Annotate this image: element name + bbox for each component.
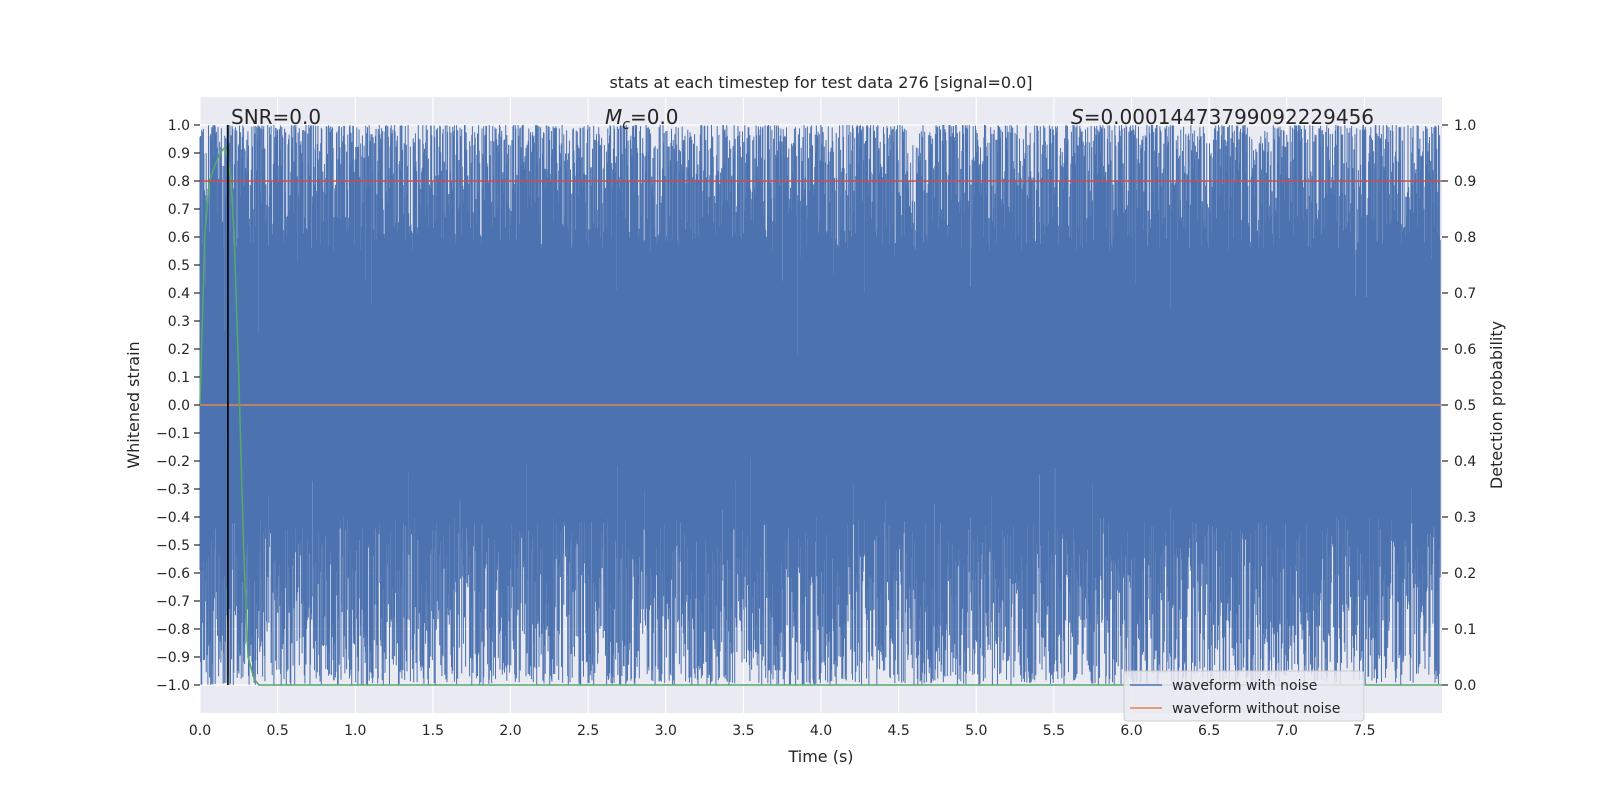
chart-title: stats at each timestep for test data 276… — [609, 73, 1032, 92]
y-right-tick-label: 0.9 — [1454, 174, 1476, 190]
y-right-tick-label: 0.7 — [1454, 286, 1476, 302]
x-tick-label: 2.0 — [499, 723, 521, 739]
snr-annotation: SNR=0.0 — [231, 105, 321, 129]
x-tick-label: 2.5 — [577, 723, 599, 739]
s-annotation: S=0.00014473799092229456 — [1071, 105, 1374, 129]
y-tick-label: −0.9 — [156, 650, 190, 666]
y-tick-label: 1.0 — [168, 118, 190, 134]
x-tick-label: 6.0 — [1120, 723, 1142, 739]
y-right-tick-label: 0.3 — [1454, 510, 1476, 526]
x-tick-label: 1.5 — [422, 723, 444, 739]
legend: waveform with noise waveform without noi… — [1123, 670, 1365, 722]
y-right-tick-label: 0.5 — [1454, 398, 1476, 414]
y-tick-label: 0.7 — [168, 202, 190, 218]
x-tick-label: 7.0 — [1276, 723, 1298, 739]
x-tick-label: 0.5 — [266, 723, 288, 739]
legend-label-noise: waveform with noise — [1172, 678, 1317, 694]
mc-annotation: Mc=0.0 — [605, 105, 679, 133]
y-tick-label: −1.0 — [156, 678, 190, 694]
y-tick-label: −0.1 — [156, 426, 190, 442]
x-tick-label: 5.5 — [1043, 723, 1065, 739]
x-tick-label: 0.0 — [189, 723, 211, 739]
y-tick-label: 0.4 — [168, 286, 190, 302]
series-waveform-with-noise — [199, 125, 1441, 685]
y-tick-label: 0.5 — [168, 258, 190, 274]
x-tick-label: 4.0 — [810, 723, 832, 739]
legend-label-clean: waveform without noise — [1172, 701, 1340, 717]
y-tick-label: −0.6 — [156, 566, 190, 582]
x-axis-ticks: 0.0 0.5 1.0 1.5 2.0 2.5 3.0 3.5 4.0 4.5 5.0 5.5 6.0 6… — [189, 723, 1376, 739]
y-tick-label: 0.9 — [168, 146, 190, 162]
y-tick-label: 0.6 — [168, 230, 190, 246]
y-tick-label: 0.3 — [168, 314, 190, 330]
y-right-tick-label: 0.8 — [1454, 230, 1476, 246]
x-tick-label: 4.5 — [887, 723, 909, 739]
y-axis-label: Whitened strain — [124, 341, 143, 468]
x-tick-label: 6.5 — [1198, 723, 1220, 739]
y-tick-label: −0.8 — [156, 622, 190, 638]
y-tick-label: −0.7 — [156, 594, 190, 610]
y-tick-label: 0.8 — [168, 174, 190, 190]
noisy-waveform — [199, 125, 1441, 685]
series-lines — [199, 125, 1442, 686]
y-tick-label: 0.0 — [168, 398, 190, 414]
x-tick-label: 7.5 — [1353, 723, 1375, 739]
x-tick-label: 3.0 — [655, 723, 677, 739]
y-right-axis-label: Detection probability — [1487, 321, 1506, 489]
y-right-axis-ticks: 1.0 0.9 0.8 0.7 0.6 0.5 0.4 0.3 0.2 0.1 0.0 — [1442, 118, 1476, 694]
y-right-tick-label: 0.0 — [1454, 678, 1476, 694]
x-tick-label: 5.0 — [965, 723, 987, 739]
y-axis-ticks: 1.0 0.9 0.8 0.7 0.6 0.5 0.4 0.3 0.2 0.1 0.0 −0.1 −0.… — [156, 118, 200, 694]
y-tick-label: −0.3 — [156, 482, 190, 498]
y-tick-label: −0.4 — [156, 510, 190, 526]
y-tick-label: −0.5 — [156, 538, 190, 554]
x-tick-label: 3.5 — [732, 723, 754, 739]
y-right-tick-label: 0.6 — [1454, 342, 1476, 358]
x-axis-label: Time (s) — [787, 747, 853, 766]
y-right-tick-label: 0.2 — [1454, 566, 1476, 582]
y-tick-label: −0.2 — [156, 454, 190, 470]
y-right-tick-label: 0.4 — [1454, 454, 1476, 470]
x-tick-label: 1.0 — [344, 723, 366, 739]
y-tick-label: 0.1 — [168, 370, 190, 386]
y-right-tick-label: 0.1 — [1454, 622, 1476, 638]
legend-box — [1123, 670, 1365, 722]
y-right-tick-label: 1.0 — [1454, 118, 1476, 134]
y-tick-label: 0.2 — [168, 342, 190, 358]
